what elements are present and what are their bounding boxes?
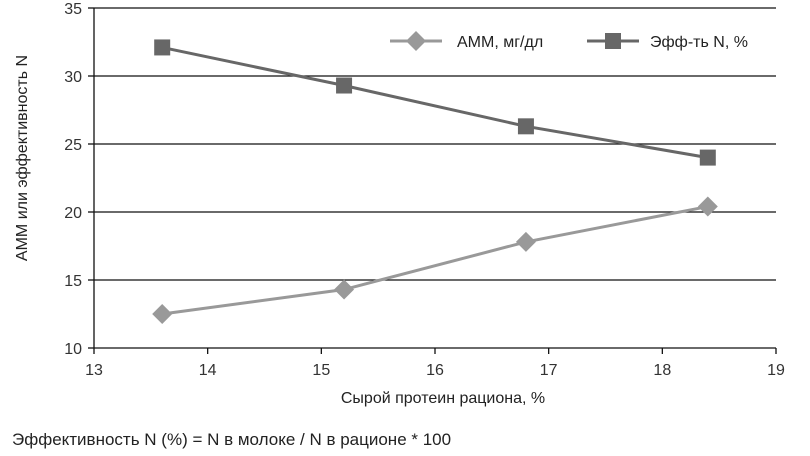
y-tick-label-25: 25 bbox=[64, 137, 82, 154]
x-tick-label-18: 18 bbox=[653, 362, 671, 379]
series-2-point-3 bbox=[517, 118, 534, 135]
x-tick-label-16: 16 bbox=[426, 362, 444, 379]
legend-label-2: Эфф-ть N, % bbox=[650, 34, 748, 51]
gridlines bbox=[94, 7, 776, 281]
y-tick-label-20: 20 bbox=[64, 205, 82, 222]
x-tick-label-17: 17 bbox=[540, 362, 558, 379]
series-1-point-1 bbox=[152, 304, 173, 324]
series-2 bbox=[154, 39, 716, 166]
x-tick-label-15: 15 bbox=[312, 362, 330, 379]
legend: АММ, мг/дл Эфф-ть N, % bbox=[390, 31, 748, 51]
chart: 10 15 20 25 30 35 13 14 15 16 17 18 19 Сырой протеин … bbox=[14, 1, 785, 407]
x-tick-label-19: 19 bbox=[767, 362, 785, 379]
legend-marker-1 bbox=[406, 31, 426, 51]
x-tick-label-14: 14 bbox=[199, 362, 217, 379]
x-tick-label-13: 13 bbox=[85, 362, 103, 379]
x-axis-title: Сырой протеин рациона, % bbox=[341, 390, 545, 407]
y-tick-label-30: 30 bbox=[64, 69, 82, 86]
y-tick-label-15: 15 bbox=[64, 273, 82, 290]
series-2-line bbox=[161, 45, 709, 160]
axes: 10 15 20 25 30 35 13 14 15 16 17 18 19 Сырой протеин … bbox=[14, 1, 785, 407]
series-1-point-3 bbox=[515, 231, 536, 252]
series-1-point-2 bbox=[334, 279, 355, 300]
series-2-point-1 bbox=[154, 39, 171, 56]
legend-marker-2 bbox=[605, 33, 621, 49]
legend-label-1: АММ, мг/дл bbox=[457, 34, 543, 51]
y-tick-label-35: 35 bbox=[64, 1, 82, 18]
footnote: Эффективность N (%) = N в молоке / N в р… bbox=[12, 430, 452, 449]
series-2-point-2 bbox=[336, 77, 353, 94]
y-axis-title: АММ или эффективность N bbox=[14, 55, 31, 261]
series-1-line bbox=[161, 205, 709, 316]
series-1-point-4 bbox=[697, 196, 718, 217]
series-2-point-4 bbox=[699, 149, 716, 166]
series-1 bbox=[152, 196, 718, 324]
series-layer bbox=[152, 39, 718, 324]
y-tick-label-10: 10 bbox=[64, 341, 82, 358]
